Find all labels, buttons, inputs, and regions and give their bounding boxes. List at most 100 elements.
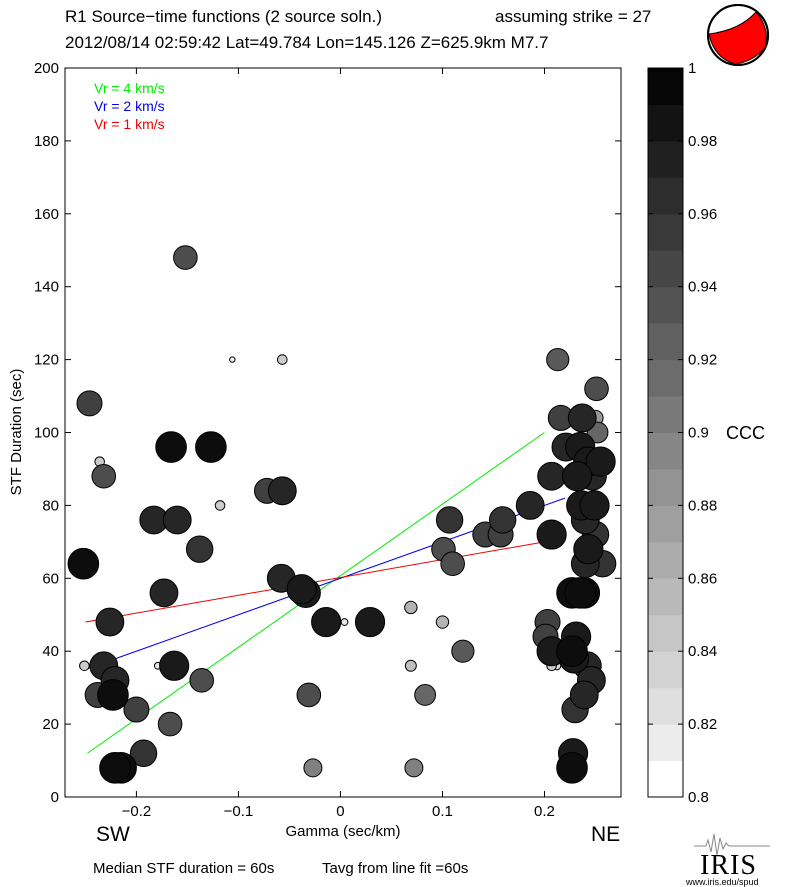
data-point-2 — [276, 354, 288, 365]
data-point-41 — [404, 659, 417, 672]
side-label-sw: SW — [96, 823, 130, 846]
colorbar-segment-7 — [648, 505, 683, 543]
data-point-76 — [564, 577, 596, 609]
chart-subtitle: 2012/08/14 02:59:42 Lat=49.784 Lon=145.1… — [65, 33, 549, 52]
data-point-43 — [435, 615, 450, 629]
x-axis: −0.2 −0.1 0 0.1 0.2 — [122, 68, 555, 820]
y-tick-label-7: 140 — [34, 279, 59, 296]
data-point-3 — [76, 390, 103, 417]
data-point-0 — [173, 245, 198, 270]
tavg-text: Tavg from line fit =60s — [322, 860, 469, 877]
y-tick-label-6: 120 — [34, 352, 59, 369]
colorbar-segment-16 — [648, 177, 683, 215]
colorbar-segment-9 — [648, 432, 683, 470]
data-point-20 — [354, 606, 386, 638]
data-point-53 — [537, 461, 567, 491]
y-axis: 0 20 40 60 80 100 120 140 160 180 200 — [34, 60, 621, 806]
data-point-45 — [451, 639, 475, 663]
y-tick-label-4: 80 — [42, 497, 59, 514]
data-point-15 — [149, 578, 179, 608]
x-tick-label-4: 0.2 — [534, 803, 555, 820]
data-point-31 — [159, 650, 190, 681]
colorbar-segment-13 — [648, 286, 683, 324]
legend-vr4: Vr = 4 km/s — [94, 80, 165, 96]
colorbar-segment-17 — [648, 140, 683, 178]
data-point-11 — [185, 535, 214, 563]
data-point-51 — [488, 506, 517, 534]
data-point-19 — [311, 606, 342, 638]
data-point-10 — [162, 505, 192, 535]
data-point-58 — [584, 376, 609, 402]
data-point-57 — [567, 403, 597, 433]
data-point-81 — [556, 635, 588, 668]
data-point-55 — [546, 348, 570, 372]
colorbar-tick-label-7: 0.94 — [688, 279, 717, 296]
data-point-71 — [573, 534, 604, 565]
data-point-22 — [95, 607, 125, 637]
iris-logo-text: IRIS — [700, 850, 757, 881]
colorbar-segment-10 — [648, 396, 683, 433]
colorbar-tick-label-5: 0.9 — [688, 425, 709, 442]
x-tick-label-3: 0.1 — [432, 803, 453, 820]
data-point-27 — [97, 679, 129, 711]
median-stf-text: Median STF duration = 60s — [93, 860, 275, 877]
data-point-14 — [67, 547, 100, 580]
data-point-39 — [303, 758, 323, 778]
colorbar-segment-14 — [648, 250, 683, 288]
colorbar-segment-5 — [648, 578, 683, 616]
data-point-40 — [404, 600, 418, 615]
data-point-35 — [129, 739, 158, 767]
y-tick-label-0: 0 — [51, 789, 59, 806]
colorbar: 0.8 0.82 0.84 0.86 0.88 0.9 0.92 0.94 0.96 0.98 1 — [647, 60, 717, 806]
data-point-32 — [123, 696, 150, 723]
legend-vr2: Vr = 2 km/s — [94, 98, 165, 114]
data-point-1 — [229, 356, 236, 363]
colorbar-segment-3 — [648, 651, 683, 689]
x-tick-label-1: −0.1 — [224, 803, 254, 820]
data-point-13 — [267, 476, 297, 506]
data-point-38 — [296, 682, 322, 708]
colorbar-tick-label-4: 0.88 — [688, 497, 717, 514]
colorbar-segment-8 — [648, 468, 683, 506]
data-point-48 — [435, 506, 464, 534]
data-point-42 — [404, 758, 424, 778]
data-point-37 — [99, 752, 131, 784]
data-point-94 — [556, 752, 588, 784]
data-point-65 — [562, 461, 593, 492]
iris-logo-url: www.iris.edu/spud — [685, 877, 759, 887]
colorbar-tick-label-0: 0.8 — [688, 789, 709, 806]
colorbar-segment-2 — [648, 687, 683, 725]
data-point-91 — [569, 680, 599, 710]
x-tick-label-2: 0 — [336, 803, 344, 820]
data-point-44 — [414, 684, 437, 706]
colorbar-segment-4 — [648, 614, 683, 652]
data-point-18 — [286, 574, 317, 605]
data-point-54 — [536, 519, 567, 550]
x-axis-label: Gamma (sec/km) — [285, 823, 400, 840]
chart-title-right: assuming strike = 27 — [495, 7, 652, 26]
colorbar-segment-6 — [648, 541, 683, 579]
colorbar-tick-label-10: 1 — [688, 60, 696, 77]
y-tick-label-3: 60 — [42, 570, 59, 587]
colorbar-tick-label-6: 0.92 — [688, 352, 717, 369]
focal-mechanism-beachball — [707, 4, 769, 66]
data-point-33 — [189, 668, 215, 693]
data-point-8 — [214, 500, 226, 511]
legend-vr1: Vr = 1 km/s — [94, 116, 165, 132]
data-point-5 — [91, 463, 117, 489]
y-tick-label-9: 180 — [34, 133, 59, 150]
side-label-ne: NE — [591, 823, 620, 846]
colorbar-tick-label-8: 0.96 — [688, 206, 717, 223]
y-axis-label: STF Duration (sec) — [8, 369, 25, 496]
data-point-21 — [340, 618, 349, 626]
data-point-6 — [155, 431, 187, 463]
data-points — [67, 245, 617, 784]
y-tick-label-10: 200 — [34, 60, 59, 77]
colorbar-segment-1 — [648, 724, 683, 762]
colorbar-segment-12 — [648, 323, 683, 361]
data-point-64 — [585, 446, 616, 477]
data-point-68 — [579, 490, 610, 521]
data-point-23 — [79, 660, 90, 672]
iris-logo: IRIS www.iris.edu/spud — [685, 833, 770, 887]
